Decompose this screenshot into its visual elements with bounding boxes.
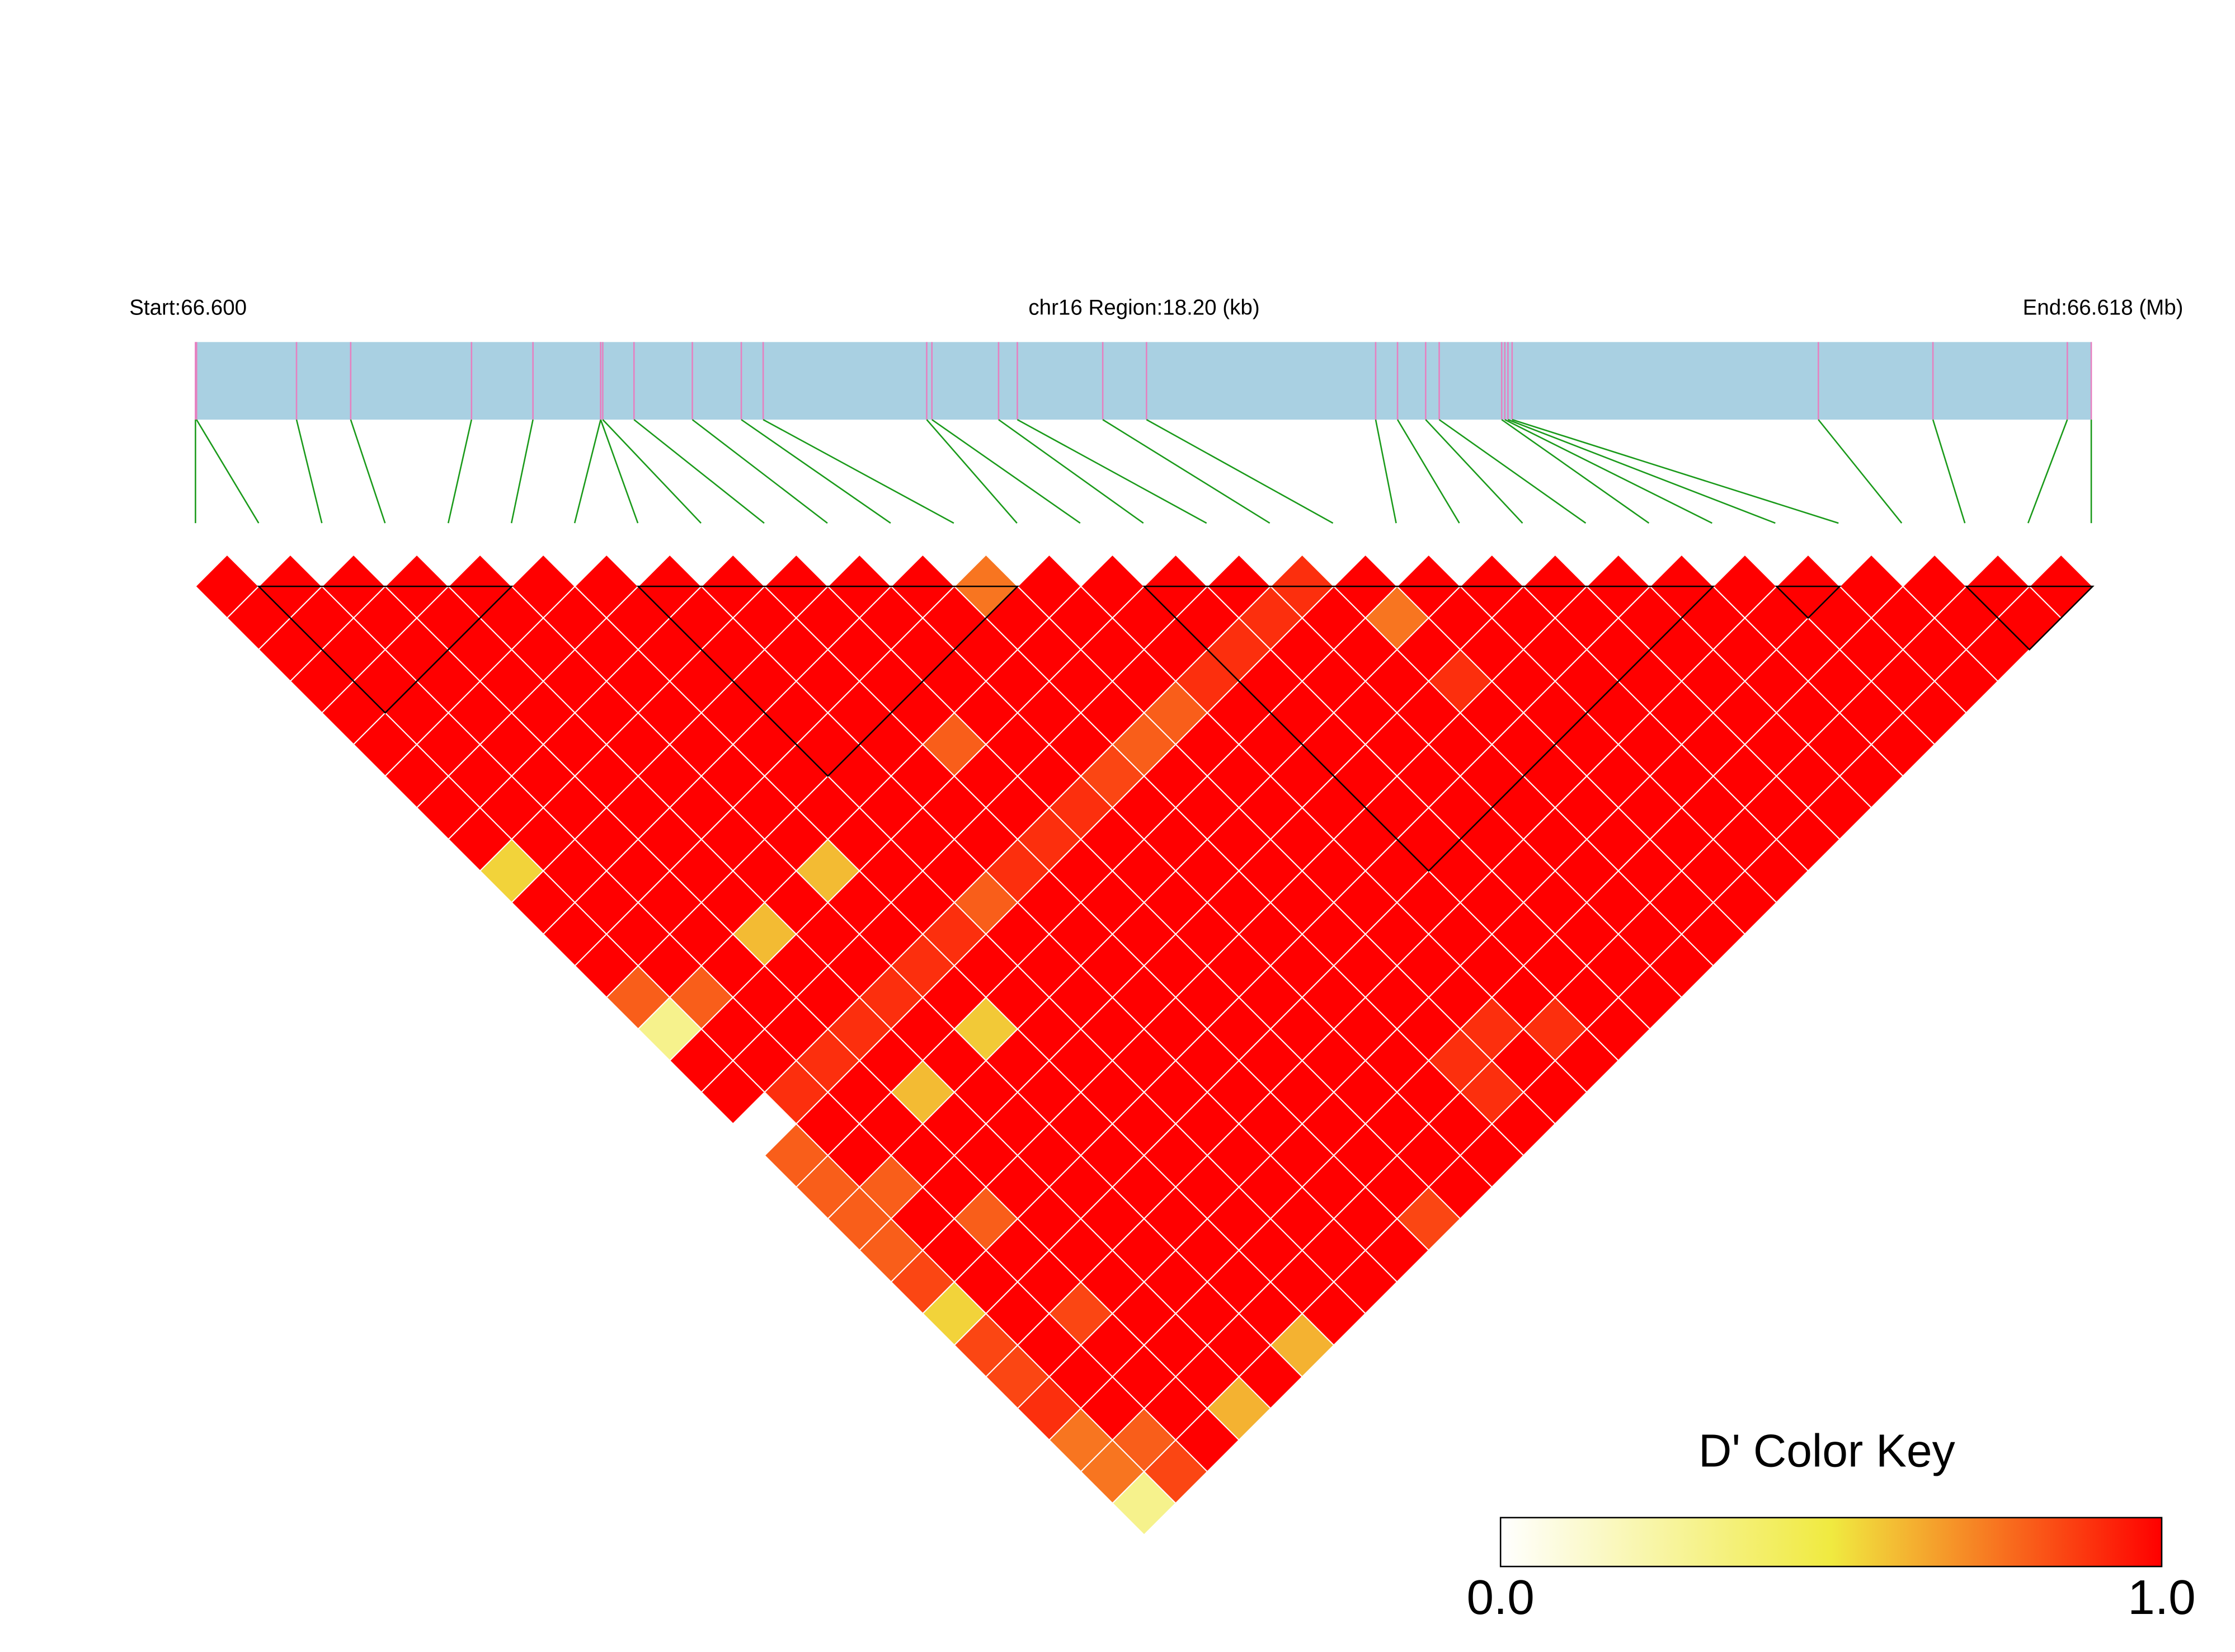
snp-link-line — [691, 419, 828, 524]
snp-link-line — [196, 419, 260, 524]
snp-link-line — [741, 419, 891, 524]
snp-link-line — [1425, 419, 1523, 524]
snp-link-line — [1504, 418, 1712, 524]
block-outline — [636, 585, 1020, 778]
block-outline — [257, 585, 514, 714]
snp-link-line — [602, 419, 702, 524]
snp-link-line — [926, 419, 1018, 524]
snp-link-line — [2027, 419, 2068, 524]
color-key-tick-label: 0.0 — [1466, 1570, 1534, 1625]
snp-link-line — [1146, 419, 1334, 524]
snp-link-line — [1818, 419, 1903, 524]
snp-link-line — [1102, 419, 1271, 524]
snp-link-line — [1017, 419, 1207, 524]
snp-link-line — [573, 419, 601, 524]
block-outline — [1775, 585, 1842, 619]
start-label: Start:66.600 — [129, 295, 247, 319]
color-key — [1499, 1517, 2163, 1568]
snp-link-line — [633, 419, 765, 524]
color-key-title: D' Color Key — [1698, 1425, 1955, 1476]
snp-link-line — [998, 419, 1144, 524]
snp-link-line — [1507, 418, 1776, 524]
snp-link-line — [350, 419, 386, 524]
snp-link-line — [1512, 418, 1839, 524]
snp-link-line — [447, 419, 473, 524]
snp-link-line — [1396, 419, 1460, 524]
snp-link-line — [1932, 419, 1966, 524]
block-outline — [1964, 585, 2095, 651]
region-bar — [195, 342, 2092, 420]
snp-link-line — [1501, 419, 1650, 524]
block-outline — [1142, 585, 1715, 872]
region-label: chr16 Region:18.20 (kb) — [1028, 295, 1259, 319]
snp-link-line — [763, 419, 954, 524]
snp-link-line — [600, 419, 639, 524]
color-key-tick-label: 1.0 — [2128, 1570, 2195, 1625]
snp-link-line — [1375, 419, 1397, 524]
snp-link-line — [931, 419, 1081, 524]
end-label: End:66.618 (Mb) — [2023, 295, 2184, 319]
snp-link-line — [295, 419, 323, 524]
snp-link-line — [1438, 419, 1587, 524]
snp-link-line — [510, 419, 534, 524]
